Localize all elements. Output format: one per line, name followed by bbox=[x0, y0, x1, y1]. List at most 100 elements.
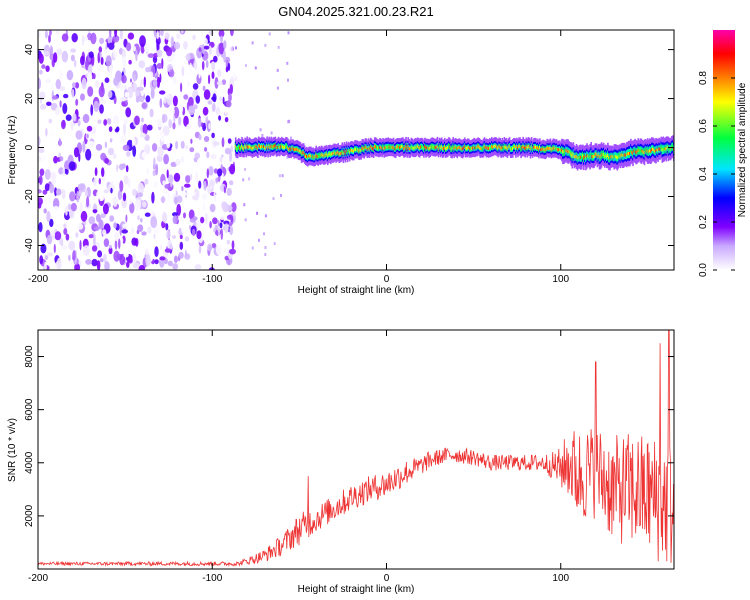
heatmap-cell bbox=[509, 147, 512, 151]
heatmap-cell bbox=[652, 147, 654, 151]
heatmap-cell bbox=[514, 145, 516, 149]
heatmap-cell bbox=[638, 149, 641, 153]
heatmap-cell bbox=[409, 147, 412, 151]
heatmap-cell bbox=[643, 150, 646, 154]
heatmap-cell bbox=[529, 147, 532, 151]
heatmap-cell bbox=[244, 167, 247, 171]
heatmap-cell bbox=[53, 52, 58, 63]
heatmap-cell bbox=[46, 101, 52, 107]
heatmap-cell bbox=[548, 147, 551, 151]
heatmap-cell bbox=[533, 145, 536, 149]
heatmap-cell bbox=[74, 82, 80, 89]
heatmap-cell bbox=[607, 153, 609, 157]
heatmap-cell bbox=[520, 147, 522, 151]
heatmap-cell bbox=[345, 149, 348, 153]
heatmap-cell bbox=[207, 243, 213, 252]
heatmap-cell bbox=[135, 96, 140, 103]
heatmap-cell bbox=[75, 232, 79, 238]
heatmap-cell bbox=[453, 147, 455, 151]
heatmap-cell bbox=[99, 207, 102, 216]
heatmap-cell bbox=[128, 257, 133, 264]
heatmap-cell bbox=[203, 180, 207, 191]
heatmap-cell bbox=[537, 146, 539, 150]
heatmap-cell bbox=[301, 151, 304, 155]
heatmap-cell bbox=[190, 138, 193, 144]
heatmap-cell bbox=[150, 87, 155, 99]
heatmap-cell bbox=[50, 172, 57, 180]
y-tick-label: 20 bbox=[24, 93, 35, 105]
heatmap-cell bbox=[640, 149, 643, 153]
heatmap-cell bbox=[79, 117, 84, 122]
heatmap-cell bbox=[594, 152, 597, 156]
heatmap-cell bbox=[522, 144, 524, 148]
heatmap-cell bbox=[287, 31, 290, 35]
heatmap-cell bbox=[568, 150, 570, 154]
heatmap-cell bbox=[586, 154, 588, 158]
heatmap-cell bbox=[38, 53, 44, 64]
heatmap-cell bbox=[201, 44, 205, 55]
heatmap-cell bbox=[98, 46, 103, 53]
heatmap-cell bbox=[127, 32, 135, 40]
heatmap-cell bbox=[354, 147, 356, 151]
heatmap-cell bbox=[298, 149, 301, 153]
heatmap-cell bbox=[311, 155, 313, 159]
heatmap-cell bbox=[119, 253, 126, 266]
heatmap-cell bbox=[571, 154, 574, 158]
heatmap-cell bbox=[376, 146, 378, 150]
heatmap-cell bbox=[327, 152, 330, 156]
colorbar-tick-label: 0.8 bbox=[698, 71, 709, 85]
heatmap-cell bbox=[190, 261, 194, 268]
heatmap-cell bbox=[530, 145, 533, 149]
heatmap-cell bbox=[648, 149, 651, 153]
heatmap-cell bbox=[76, 191, 80, 203]
heatmap-cell bbox=[474, 146, 476, 150]
heatmap-cell bbox=[630, 150, 632, 154]
heatmap-cell bbox=[151, 126, 156, 134]
y-tick-label: 2000 bbox=[24, 504, 35, 527]
x-tick-label: -100 bbox=[202, 573, 222, 584]
heatmap-cell bbox=[235, 46, 237, 50]
heatmap-cell bbox=[176, 195, 183, 203]
heatmap-cell bbox=[227, 138, 232, 144]
heatmap-cell bbox=[108, 126, 113, 132]
heatmap-cell bbox=[124, 92, 130, 98]
heatmap-cell bbox=[252, 146, 255, 150]
x-tick-label: -200 bbox=[28, 274, 48, 285]
heatmap-cell bbox=[93, 177, 97, 187]
heatmap-cell bbox=[98, 219, 104, 230]
heatmap-cell bbox=[577, 156, 580, 160]
heatmap-cell bbox=[124, 119, 128, 125]
heatmap-cell bbox=[433, 145, 436, 149]
heatmap-cell bbox=[196, 230, 202, 240]
x-tick-label: 100 bbox=[552, 573, 569, 584]
heatmap-cell bbox=[104, 261, 110, 270]
heatmap-cell bbox=[152, 79, 158, 88]
heatmap-cell bbox=[117, 189, 123, 201]
heatmap-cell bbox=[128, 59, 132, 65]
heatmap-cell bbox=[366, 147, 369, 151]
heatmap-cell bbox=[569, 151, 572, 155]
heatmap-cell bbox=[442, 147, 445, 151]
heatmap-cell bbox=[181, 66, 185, 77]
heatmap-cell bbox=[274, 143, 277, 147]
heatmap-cell bbox=[208, 122, 212, 130]
heatmap-cell bbox=[449, 145, 451, 149]
heatmap-cell bbox=[519, 144, 521, 148]
heatmap-cell bbox=[80, 55, 85, 66]
heatmap-cell bbox=[331, 152, 333, 156]
heatmap-cell bbox=[286, 144, 288, 148]
heatmap-cell bbox=[84, 190, 89, 197]
heatmap-cell bbox=[415, 145, 418, 149]
heatmap-cell bbox=[87, 86, 94, 97]
heatmap-cell bbox=[608, 156, 610, 160]
heatmap-cell bbox=[85, 259, 92, 265]
heatmap-cell bbox=[393, 147, 396, 151]
heatmap-cell bbox=[440, 145, 443, 149]
heatmap-cell bbox=[243, 203, 246, 207]
heatmap-cell bbox=[220, 35, 223, 43]
heatmap-cell bbox=[253, 145, 256, 149]
heatmap-cell bbox=[217, 220, 220, 227]
heatmap-cell bbox=[170, 36, 174, 47]
heatmap-cell bbox=[47, 252, 54, 257]
heatmap-cell bbox=[527, 144, 530, 148]
